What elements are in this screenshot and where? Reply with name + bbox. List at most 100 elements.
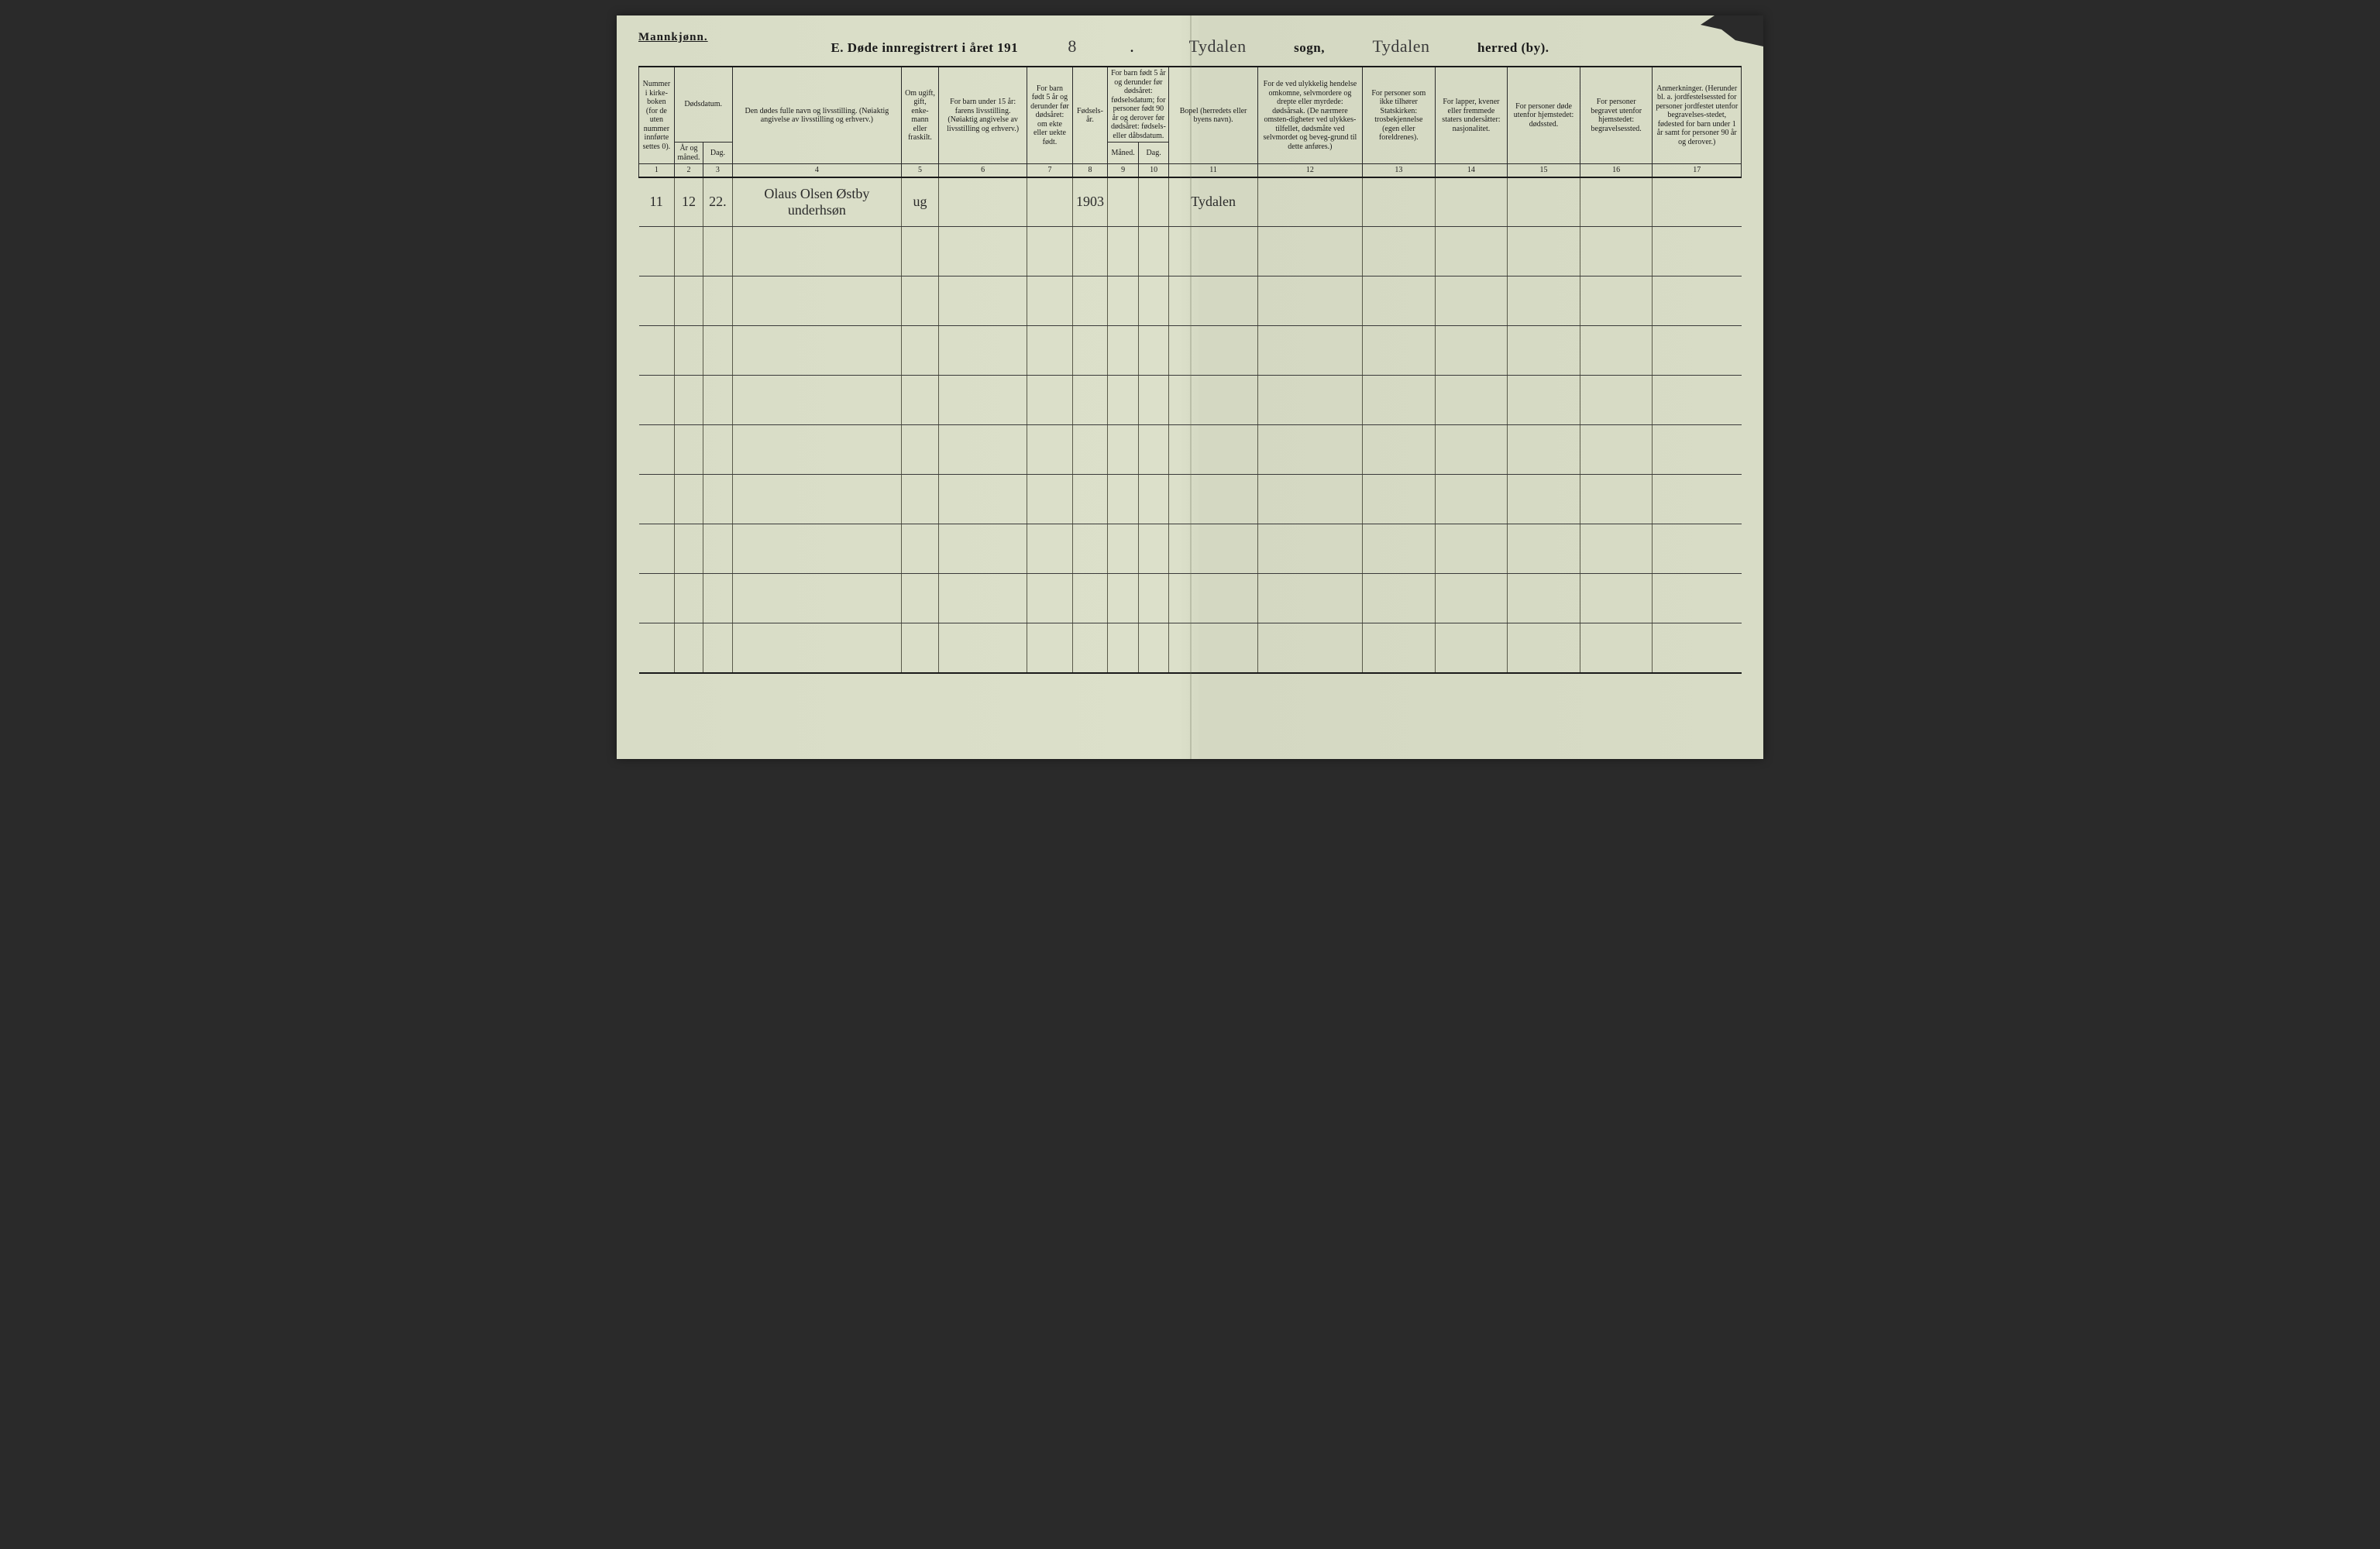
cell-col11 xyxy=(1169,475,1257,524)
sogn-label: sogn, xyxy=(1294,40,1325,55)
cell-col16 xyxy=(1580,623,1653,673)
cell-col6 xyxy=(938,524,1027,574)
column-number: 12 xyxy=(1257,164,1362,177)
cell-col6 xyxy=(938,574,1027,623)
col-3-head: Dag. xyxy=(703,143,732,164)
cell-col5 xyxy=(902,376,939,425)
cell-col17 xyxy=(1653,524,1742,574)
col-16-head: For personer begravet utenfor hjemstedet… xyxy=(1580,67,1653,164)
cell-col3 xyxy=(703,475,732,524)
column-number: 13 xyxy=(1363,164,1436,177)
cell-col5 xyxy=(902,276,939,326)
col-12-head: For de ved ulykkelig hendelse omkomne, s… xyxy=(1257,67,1362,164)
cell-col3 xyxy=(703,376,732,425)
cell-col12 xyxy=(1257,574,1362,623)
col-15-head: For personer døde utenfor hjemstedet: dø… xyxy=(1508,67,1580,164)
cell-col15 xyxy=(1508,425,1580,475)
cell-col15 xyxy=(1508,276,1580,326)
cell-col2 xyxy=(674,276,703,326)
cell-col15 xyxy=(1508,177,1580,227)
cell-col14 xyxy=(1435,276,1508,326)
cell-col7 xyxy=(1027,276,1072,326)
cell-col13 xyxy=(1363,177,1436,227)
cell-col8 xyxy=(1072,574,1108,623)
cell-col5 xyxy=(902,524,939,574)
cell-col5: ug xyxy=(902,177,939,227)
cell-col7 xyxy=(1027,227,1072,276)
cell-col3 xyxy=(703,425,732,475)
cell-col17 xyxy=(1653,574,1742,623)
cell-col9 xyxy=(1108,425,1139,475)
cell-col6 xyxy=(938,376,1027,425)
cell-col16 xyxy=(1580,376,1653,425)
cell-col17 xyxy=(1653,376,1742,425)
cell-col1 xyxy=(639,227,675,276)
cell-col2 xyxy=(674,227,703,276)
cell-col11 xyxy=(1169,227,1257,276)
cell-col11 xyxy=(1169,425,1257,475)
col-5-head: Om ugift, gift, enke-mann eller fraskilt… xyxy=(902,67,939,164)
cell-col1: 11 xyxy=(639,177,675,227)
cell-col3 xyxy=(703,623,732,673)
col-17-head: Anmerkninger. (Herunder bl. a. jordfeste… xyxy=(1653,67,1742,164)
col-8-head: Fødsels-år. xyxy=(1072,67,1108,164)
cell-col11 xyxy=(1169,276,1257,326)
cell-col6 xyxy=(938,623,1027,673)
sogn-value: Tydalen xyxy=(1164,36,1272,57)
cell-col15 xyxy=(1508,326,1580,376)
cell-col15 xyxy=(1508,227,1580,276)
column-number: 15 xyxy=(1508,164,1580,177)
cell-col17 xyxy=(1653,475,1742,524)
cell-col4: Olaus Olsen Østby underhsøn xyxy=(732,177,901,227)
cell-col8 xyxy=(1072,227,1108,276)
column-number: 7 xyxy=(1027,164,1072,177)
cell-col11 xyxy=(1169,524,1257,574)
cell-col2 xyxy=(674,326,703,376)
cell-col13 xyxy=(1363,326,1436,376)
cell-col3: 22. xyxy=(703,177,732,227)
cell-col6 xyxy=(938,227,1027,276)
cell-col10 xyxy=(1138,425,1169,475)
herred-label: herred (by). xyxy=(1477,40,1549,55)
cell-col13 xyxy=(1363,425,1436,475)
cell-col5 xyxy=(902,227,939,276)
cell-col7 xyxy=(1027,177,1072,227)
column-number: 3 xyxy=(703,164,732,177)
cell-col2 xyxy=(674,524,703,574)
cell-col7 xyxy=(1027,524,1072,574)
column-number: 14 xyxy=(1435,164,1508,177)
cell-col15 xyxy=(1508,524,1580,574)
cell-col14 xyxy=(1435,524,1508,574)
cell-col14 xyxy=(1435,475,1508,524)
herred-value: Tydalen xyxy=(1346,36,1455,57)
cell-col15 xyxy=(1508,623,1580,673)
cell-col5 xyxy=(902,326,939,376)
col-10-head: Dag. xyxy=(1138,143,1169,164)
cell-col2 xyxy=(674,475,703,524)
cell-col10 xyxy=(1138,623,1169,673)
cell-col9 xyxy=(1108,326,1139,376)
cell-col6 xyxy=(938,425,1027,475)
cell-col7 xyxy=(1027,623,1072,673)
column-number: 8 xyxy=(1072,164,1108,177)
cell-col13 xyxy=(1363,376,1436,425)
cell-col10 xyxy=(1138,177,1169,227)
cell-col3 xyxy=(703,574,732,623)
cell-col6 xyxy=(938,326,1027,376)
cell-col13 xyxy=(1363,475,1436,524)
column-number: 2 xyxy=(674,164,703,177)
column-number: 11 xyxy=(1169,164,1257,177)
cell-col11 xyxy=(1169,326,1257,376)
cell-col2 xyxy=(674,623,703,673)
cell-col7 xyxy=(1027,574,1072,623)
cell-col16 xyxy=(1580,177,1653,227)
cell-col6 xyxy=(938,276,1027,326)
cell-col16 xyxy=(1580,475,1653,524)
dodsdatum-group: Dødsdatum. xyxy=(674,67,732,143)
cell-col13 xyxy=(1363,276,1436,326)
cell-col12 xyxy=(1257,276,1362,326)
cell-col4 xyxy=(732,623,901,673)
col-9-head: Måned. xyxy=(1108,143,1139,164)
cell-col10 xyxy=(1138,524,1169,574)
cell-col10 xyxy=(1138,475,1169,524)
